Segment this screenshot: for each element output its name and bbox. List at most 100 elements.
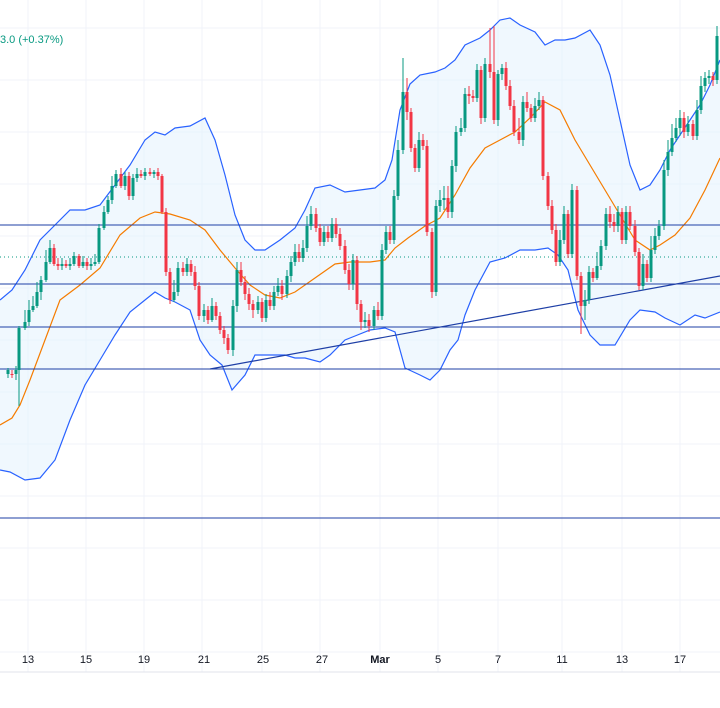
candle [72, 252, 76, 266]
trendlines[interactable] [209, 275, 720, 370]
candle [492, 26, 496, 124]
candle [297, 244, 301, 262]
candle-body [384, 232, 388, 250]
candle [256, 296, 260, 314]
candle [401, 58, 405, 154]
candle [48, 240, 52, 264]
trendline[interactable] [209, 275, 720, 370]
candle [546, 172, 550, 210]
candle [148, 168, 152, 176]
candle-body [546, 176, 550, 206]
candle-body [135, 174, 139, 178]
candle [376, 302, 380, 320]
candle [405, 78, 409, 120]
candle [591, 268, 595, 282]
candle [334, 218, 338, 238]
candle [554, 224, 558, 266]
candle-body [139, 174, 143, 176]
candle-body [633, 226, 637, 252]
candle-body [114, 174, 118, 186]
candle-body [492, 72, 496, 120]
candle [525, 92, 529, 112]
candle [214, 302, 218, 320]
candle [637, 248, 641, 290]
candle [595, 252, 599, 280]
candle-body [143, 172, 147, 176]
candle-body [529, 108, 533, 118]
candle-body [363, 320, 367, 322]
candle [682, 112, 686, 138]
candle [264, 294, 268, 322]
candle [52, 244, 56, 266]
candle-body [459, 128, 463, 132]
candle [185, 258, 189, 276]
candle-body [156, 172, 160, 176]
candle [430, 228, 434, 298]
candle-body [272, 292, 276, 306]
candle [243, 276, 247, 300]
candle-body [595, 266, 599, 278]
candle [268, 292, 272, 310]
candle-body [380, 250, 384, 316]
candle-body [14, 370, 18, 374]
candle-body [127, 176, 131, 196]
candle-body [624, 212, 628, 240]
candle-body [711, 76, 715, 80]
candle-body [475, 70, 479, 98]
candle-body [305, 226, 309, 248]
candle-body [160, 176, 164, 212]
candle [699, 76, 703, 114]
candle-body [131, 178, 135, 196]
candle-body [268, 300, 272, 306]
sma-line [0, 101, 720, 426]
time-axis: 13 15 19 21 25 27 Mar 5 7 11 13 17 [22, 654, 686, 666]
candle [504, 62, 508, 90]
candle [231, 300, 235, 356]
candle-body [347, 270, 351, 284]
candle-body [479, 70, 483, 118]
candle-body [558, 240, 562, 262]
x-tick-label: 21 [198, 654, 210, 666]
horizontal-levels[interactable] [0, 224, 720, 519]
candle [674, 118, 678, 142]
candle-body [541, 100, 545, 176]
candle [152, 170, 156, 178]
candle [168, 268, 172, 304]
candle [10, 370, 14, 378]
candle-body [251, 304, 255, 310]
candle [272, 286, 276, 310]
candle [143, 168, 147, 180]
candle [318, 224, 322, 246]
candle-body [285, 276, 289, 294]
candle-body [376, 310, 380, 316]
candle-body [189, 264, 193, 272]
candle-body [226, 338, 230, 350]
candle [463, 88, 467, 132]
candle [289, 256, 293, 282]
candle [17, 326, 21, 406]
candle-body [172, 292, 176, 300]
candle-body [185, 264, 189, 272]
candle [521, 96, 525, 146]
candle [384, 226, 388, 254]
candle [359, 300, 363, 330]
candle-body [434, 206, 438, 292]
candle [380, 244, 384, 320]
x-tick-label: 13 [22, 654, 34, 666]
candle-body [97, 228, 101, 262]
candle-body [210, 306, 214, 320]
candle [421, 134, 425, 150]
candle-body [628, 212, 632, 226]
candle-body [31, 306, 35, 310]
candle [102, 206, 106, 230]
candle [459, 118, 463, 136]
candle [500, 64, 504, 80]
candle [599, 240, 603, 270]
candle-body [318, 228, 322, 242]
candle-body [562, 214, 566, 240]
candle-body [10, 374, 14, 375]
candle [314, 208, 318, 232]
candle [438, 190, 442, 212]
x-tick-label: 13 [616, 654, 628, 666]
